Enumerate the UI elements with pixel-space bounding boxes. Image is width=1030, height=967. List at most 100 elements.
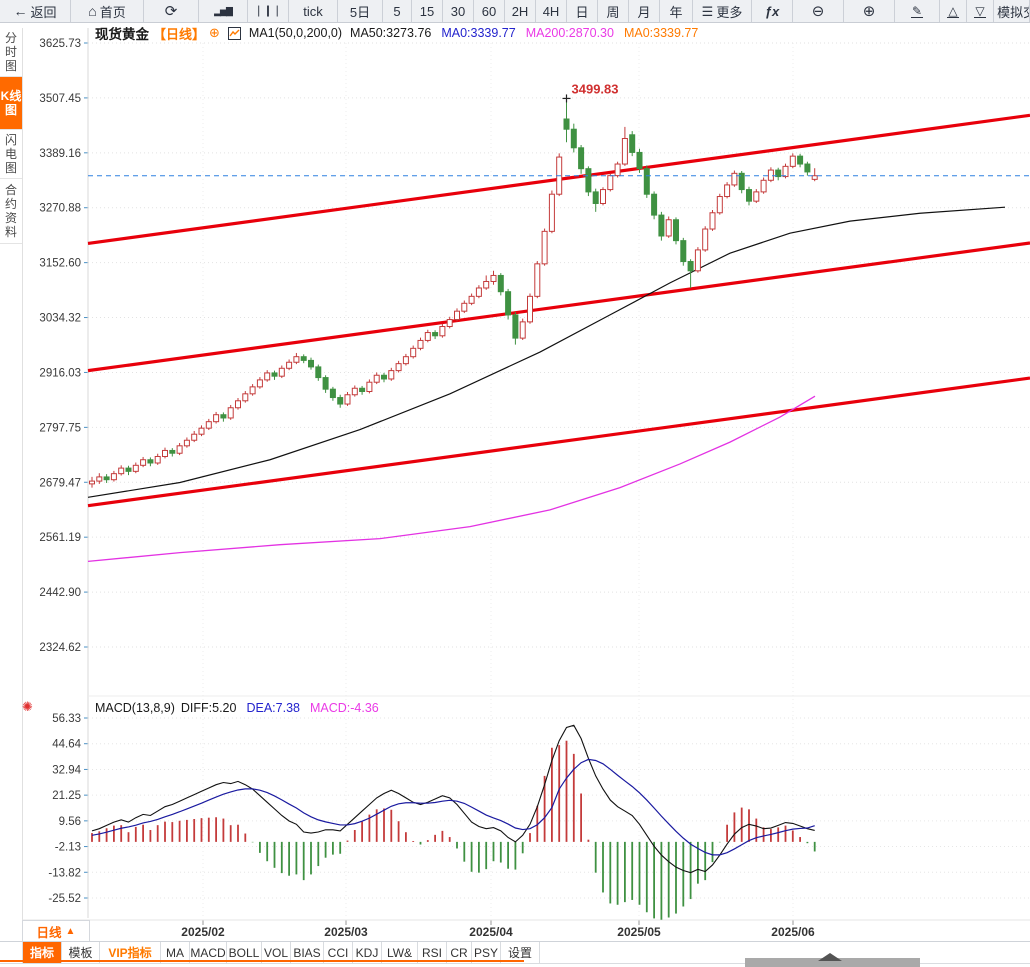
taskbar-peek-arrow-icon[interactable] (818, 953, 842, 961)
toolbar-channel-up-button[interactable]: △ (940, 0, 967, 22)
candle-body-1 (89, 480, 95, 485)
indicator-tab-MA[interactable]: MA (161, 942, 190, 963)
toolbar-min30-button[interactable]: 30 (443, 0, 474, 22)
sidebar-tab-2[interactable]: K线图 (0, 77, 22, 130)
indicator-tab-LW&[interactable]: LW& (382, 942, 418, 963)
indicator-tab-设置[interactable]: 设置 (501, 942, 540, 963)
candle-body-64 (548, 193, 555, 232)
sidebar-tab-1[interactable]: 分时图 (0, 28, 22, 77)
indicator-tab-模板[interactable]: 模板 (62, 942, 100, 963)
toolbar-min15-button[interactable]: 15 (412, 0, 443, 22)
toolbar-min60-button[interactable]: 60 (474, 0, 505, 22)
main-ylabel-2: 3507.45 (39, 93, 81, 105)
candle-body-19 (220, 414, 227, 419)
toolbar-zoom-out-button[interactable]: ⊖ (793, 0, 844, 22)
candle-body-53 (468, 295, 475, 304)
candle-body-4 (110, 473, 117, 481)
macd-ylabel-3: 32.94 (52, 764, 81, 776)
candle-body-76 (636, 151, 643, 170)
indicator-tab-PSY[interactable]: PSY (472, 942, 501, 963)
indicator-tab-CR[interactable]: CR (447, 942, 472, 963)
period-tag[interactable]: 【日线】 (153, 26, 206, 42)
main-ylabel-9: 2679.47 (39, 477, 81, 489)
toolbar-tick-button[interactable]: tick (289, 0, 338, 22)
toolbar-channel-down-button[interactable]: ▽ (967, 0, 994, 22)
toolbar-min5-button[interactable]: 5 (383, 0, 412, 22)
sidebar-tab-4[interactable]: 合约资料 (0, 179, 22, 244)
trend-line-3 (87, 376, 1030, 508)
candle-body-9 (147, 459, 154, 464)
candle-body-86 (709, 212, 716, 230)
toolbar-fx-button[interactable]: ƒx (752, 0, 793, 22)
candle-body-23 (249, 386, 256, 395)
candle-body-42 (388, 370, 395, 380)
toolbar-h4-button[interactable]: 4H (536, 0, 567, 22)
toolbar-week-button[interactable]: 周 (598, 0, 629, 22)
candle-body-93 (760, 179, 767, 193)
candle-body-67 (570, 128, 577, 149)
main-ylabel-6: 3034.32 (39, 313, 81, 325)
indicator-tab-CCI[interactable]: CCI (324, 942, 353, 963)
toolbar-draw-button[interactable]: ✎ (895, 0, 940, 22)
indicator-tab-BIAS[interactable]: BIAS (291, 942, 324, 963)
candle-body-11 (162, 449, 168, 457)
period-selector-arrow: ▲ (65, 925, 76, 937)
toolbar-more-button[interactable]: ☰ 更多 (693, 0, 752, 22)
taskbar-peek-bar[interactable] (745, 958, 920, 967)
indicator-tab-RSI[interactable]: RSI (418, 942, 447, 963)
ma-value-2: MA0:3339.77 (441, 26, 516, 40)
add-compare-icon[interactable]: ⊕ (209, 25, 220, 40)
indicator-tab-指标[interactable]: 指标 (23, 942, 62, 963)
main-ylabel-4: 3270.88 (39, 203, 81, 215)
sidebar-tab-3[interactable]: 闪电图 (0, 130, 22, 179)
macd-ylabel-5: 9.56 (59, 816, 81, 828)
toolbar-min30-label: 30 (450, 3, 466, 19)
candle-body-18 (213, 414, 220, 423)
bar-chart-icon: ▂▅▇ (214, 5, 233, 16)
macd-settings-icon[interactable]: ✺ (22, 699, 33, 714)
candle-body-55 (483, 280, 490, 289)
toolbar-h2-button[interactable]: 2H (505, 0, 536, 22)
candle-body-92 (753, 191, 760, 202)
candle-body-88 (724, 184, 731, 198)
indicator-tab-KDJ[interactable]: KDJ (353, 942, 382, 963)
toolbar-kline-chart-button[interactable]: ❘❙❘ (248, 0, 289, 22)
toolbar-back-label: 返回 (30, 4, 57, 20)
candle-body-29 (293, 356, 300, 363)
candle-body-96 (782, 165, 789, 178)
candle-body-15 (191, 433, 198, 441)
main-ylabel-8: 2797.75 (39, 422, 81, 434)
indicator-tab-BOLL[interactable]: BOLL (227, 942, 262, 963)
toolbar-5day-button[interactable]: 5日 (338, 0, 383, 22)
candle-body-17 (205, 421, 212, 429)
main-ylabel-1: 3625.73 (39, 38, 81, 50)
toolbar-back-button[interactable]: ← 返回 (0, 0, 71, 22)
toolbar-line-chart-button[interactable]: ▂▅▇ (199, 0, 248, 22)
toolbar-refresh-button[interactable]: ⟳ (144, 0, 199, 22)
toolbar-home-button[interactable]: ⌂ 首页 (71, 0, 144, 22)
candle-body-2 (96, 476, 103, 482)
period-selector[interactable]: 日线 ▲ (22, 920, 90, 942)
toolbar-day-button[interactable]: 日 (567, 0, 598, 22)
toolbar-year-button[interactable]: 年 (660, 0, 693, 22)
indicator-tab-VOL[interactable]: VOL (262, 942, 291, 963)
macd-ylabel-4: 21.25 (52, 790, 81, 802)
indicator-tab-VIP指标[interactable]: VIP指标 (100, 942, 161, 963)
toolbar-min5-label: 5 (393, 3, 401, 19)
candle-body-68 (578, 147, 585, 170)
candle-body-48 (432, 332, 439, 337)
main-ylabel-7: 2916.03 (39, 367, 81, 379)
candle-body-34 (329, 388, 336, 399)
candle-body-98 (797, 155, 804, 165)
x-label-3: 2025/04 (469, 925, 513, 939)
toolbar-zoom-in-button[interactable]: ⊕ (844, 0, 895, 22)
macd-diff-line (91, 724, 815, 874)
x-label-2: 2025/03 (324, 925, 368, 939)
toolbar-month-button[interactable]: 月 (629, 0, 660, 22)
indicator-icon[interactable] (227, 26, 241, 40)
macd-ylabel-6: -2.13 (55, 842, 81, 854)
chart-header: 现货黄金 【日线】 ⊕ MA1(50,0,200,0) MA50:3273.76… (95, 25, 698, 42)
main-chart[interactable]: 3625.73 3507.45 3389.16 3270.88 3152.60 3034.… (0, 0, 1030, 940)
indicator-tab-MACD[interactable]: MACD (190, 942, 227, 963)
ma-settings-label: MA1(50,0,200,0) (248, 26, 343, 40)
